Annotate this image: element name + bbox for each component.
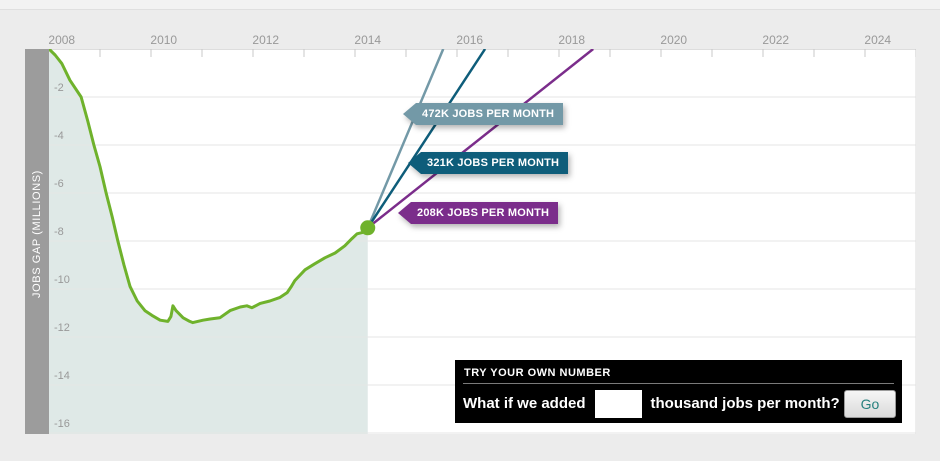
y-axis-label: -12 — [54, 322, 70, 334]
projection-flag-208k: 208K JOBS PER MONTH — [398, 202, 559, 224]
current-gap-dot — [360, 220, 376, 236]
x-axis-label: 2024 — [864, 33, 892, 47]
x-axis-label: 2012 — [252, 33, 280, 47]
y-axis-label: -8 — [54, 226, 64, 238]
projection-flag-label: 208K JOBS PER MONTH — [398, 202, 559, 224]
y-axis-label: -2 — [54, 82, 64, 94]
x-axis-label: 2020 — [660, 33, 688, 47]
page-top-strip — [0, 0, 940, 10]
projection-flag-321k: 321K JOBS PER MONTH — [408, 152, 569, 174]
jobs-number-input[interactable] — [594, 389, 642, 418]
try-your-own-number-panel: TRY YOUR OWN NUMBER What if we added tho… — [455, 360, 902, 423]
y-axis-label: -10 — [54, 274, 70, 286]
jobs-gap-line — [49, 49, 370, 325]
question-text-after: thousand jobs per month? — [650, 395, 840, 412]
y-axis-label: -6 — [54, 178, 64, 190]
projection-line — [366, 49, 445, 229]
jobs-gap-area-fill — [49, 49, 368, 434]
x-axis-label: 2010 — [150, 33, 178, 47]
y-axis-title: JOBS GAP (MILLIONS) — [31, 170, 43, 298]
projection-flag-label: 472K JOBS PER MONTH — [403, 103, 564, 125]
x-axis-label: 2014 — [354, 33, 382, 47]
question-text-before: What if we added — [463, 395, 586, 412]
panel-divider — [463, 383, 894, 384]
x-axis-label: 2016 — [456, 33, 484, 47]
x-axis-label: 2008 — [48, 33, 76, 47]
x-axis-label: 2022 — [762, 33, 790, 47]
y-axis-bar: JOBS GAP (MILLIONS) — [25, 49, 49, 434]
projection-flag-472k: 472K JOBS PER MONTH — [403, 103, 564, 125]
go-button[interactable]: Go — [844, 389, 896, 418]
projection-line — [366, 49, 487, 229]
panel-title: TRY YOUR OWN NUMBER — [464, 367, 611, 379]
projection-line — [366, 49, 594, 229]
y-axis-label: -14 — [54, 370, 70, 382]
y-axis-label: -16 — [54, 418, 70, 430]
y-axis-label: -4 — [54, 130, 64, 142]
x-axis-label: 2018 — [558, 33, 586, 47]
projection-flag-label: 321K JOBS PER MONTH — [408, 152, 569, 174]
